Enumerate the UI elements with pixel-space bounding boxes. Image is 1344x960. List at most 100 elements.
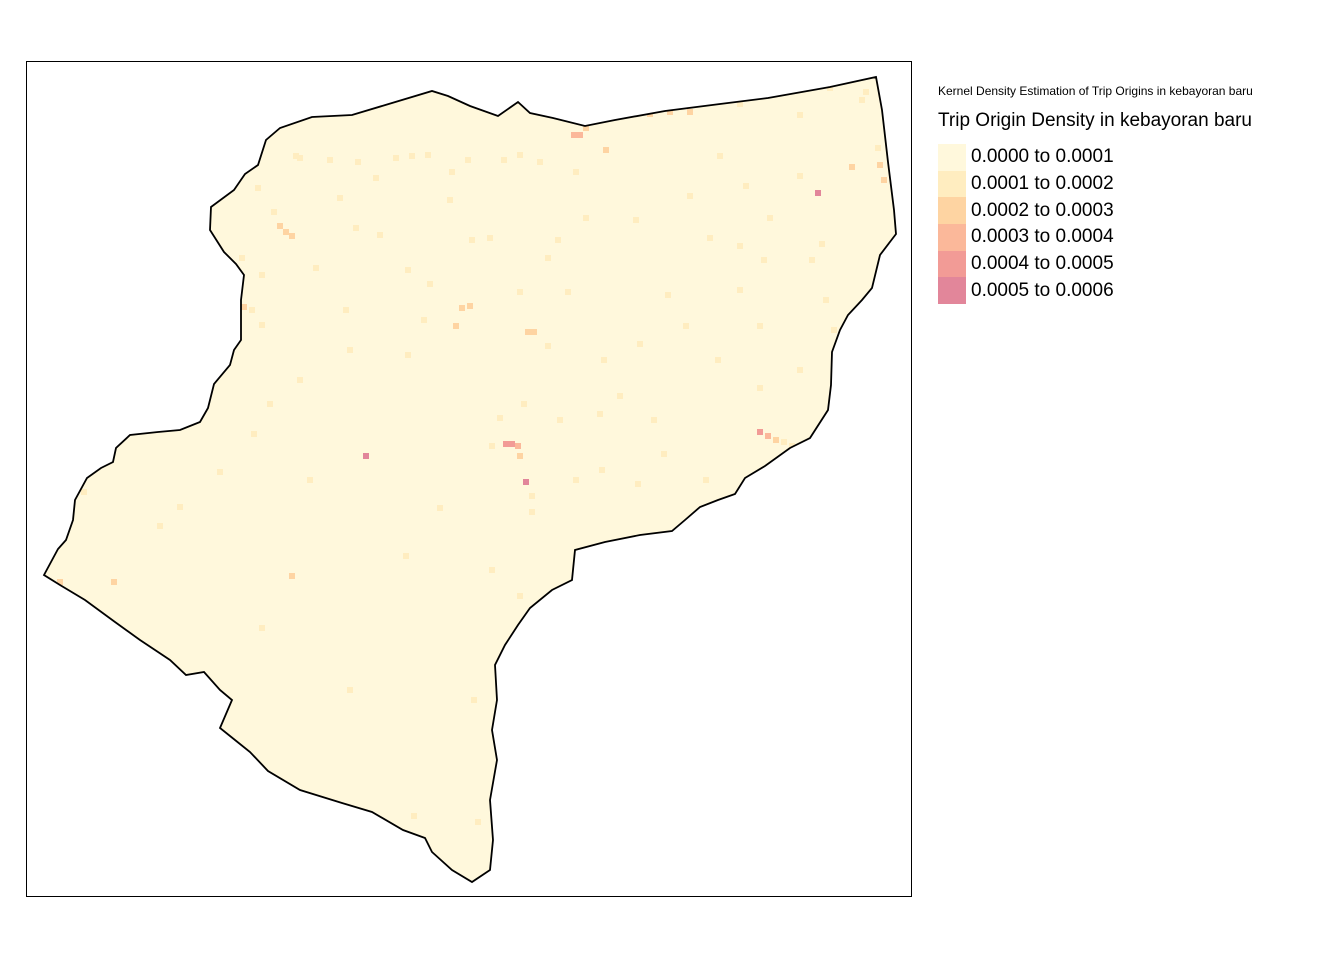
density-cell <box>757 429 763 435</box>
density-cell <box>761 257 767 263</box>
density-cell <box>271 209 277 215</box>
density-cell <box>313 265 319 271</box>
density-cell <box>617 393 623 399</box>
density-cell <box>601 357 607 363</box>
density-cell <box>453 323 459 329</box>
legend-label: 0.0000 to 0.0001 <box>971 146 1114 168</box>
density-cell <box>293 153 299 159</box>
density-cell <box>797 173 803 179</box>
density-cell <box>743 183 749 189</box>
density-cell <box>665 292 671 298</box>
density-cell <box>421 317 427 323</box>
density-cell <box>403 553 409 559</box>
density-cell <box>661 451 667 457</box>
density-cell <box>343 307 349 313</box>
density-cell <box>599 467 605 473</box>
density-cell <box>447 197 453 203</box>
density-cell <box>509 441 515 447</box>
density-cell <box>765 433 771 439</box>
density-cell <box>239 255 245 261</box>
density-cell <box>259 625 265 631</box>
density-cell <box>409 153 415 159</box>
density-cell <box>467 303 473 309</box>
legend-row: 0.0000 to 0.0001 <box>938 143 1253 171</box>
density-cell <box>637 341 643 347</box>
density-cell <box>157 523 163 529</box>
district-area <box>44 77 896 882</box>
density-cell <box>597 411 603 417</box>
density-cell <box>517 453 523 459</box>
legend-row: 0.0003 to 0.0004 <box>938 223 1253 251</box>
density-cell <box>517 152 523 158</box>
legend-label: 0.0004 to 0.0005 <box>971 253 1114 275</box>
density-cell <box>307 477 313 483</box>
legend-label: 0.0002 to 0.0003 <box>971 199 1114 221</box>
map-legend: Kernel Density Estimation of Trip Origin… <box>938 84 1253 305</box>
density-cell <box>489 443 495 449</box>
density-cell <box>521 401 527 407</box>
density-cell <box>881 177 887 183</box>
density-cell <box>487 235 493 241</box>
density-cell <box>583 125 589 131</box>
density-cell <box>531 329 537 335</box>
district-boundary <box>42 75 897 884</box>
density-cell <box>297 377 303 383</box>
density-cell <box>687 193 693 199</box>
density-cell <box>277 223 283 229</box>
density-cell <box>405 352 411 358</box>
density-cell <box>877 162 883 168</box>
legend-row: 0.0001 to 0.0002 <box>938 170 1253 198</box>
density-cell <box>757 385 763 391</box>
density-cell <box>363 453 369 459</box>
density-cell <box>523 479 529 485</box>
density-cell <box>525 329 531 335</box>
legend-swatch <box>938 277 966 305</box>
density-cell <box>545 343 551 349</box>
density-cell <box>347 347 353 353</box>
density-cell <box>577 132 583 138</box>
density-cell <box>373 175 379 181</box>
density-cells <box>57 85 887 825</box>
map-frame <box>26 61 912 897</box>
density-cell <box>651 417 657 423</box>
density-cell <box>267 401 273 407</box>
density-cell <box>863 89 869 95</box>
density-cell <box>683 323 689 329</box>
density-cell <box>809 257 815 263</box>
density-cell <box>425 152 431 158</box>
density-cell <box>289 233 295 239</box>
density-cell <box>347 687 353 693</box>
density-cell <box>703 477 709 483</box>
legend-row: 0.0005 to 0.0006 <box>938 277 1253 305</box>
density-cell <box>797 367 803 373</box>
density-cell <box>737 243 743 249</box>
density-cell <box>823 297 829 303</box>
density-cell <box>283 229 289 235</box>
legend-row: 0.0004 to 0.0005 <box>938 250 1253 278</box>
density-cell <box>449 169 455 175</box>
density-cell <box>515 443 521 449</box>
density-cell <box>667 109 673 115</box>
density-cell <box>177 504 183 510</box>
density-cell <box>355 159 361 165</box>
density-cell <box>427 281 433 287</box>
density-cell <box>687 109 693 115</box>
density-cell <box>707 235 713 241</box>
density-cell <box>57 579 63 585</box>
map-caption: Kernel Density Estimation of Trip Origin… <box>938 84 1253 98</box>
density-cell <box>565 289 571 295</box>
density-cell <box>501 157 507 163</box>
density-cell <box>875 145 881 151</box>
density-cell <box>603 147 609 153</box>
density-cell <box>537 159 543 165</box>
density-cell <box>393 155 399 161</box>
density-cell <box>797 112 803 118</box>
density-cell <box>337 195 343 201</box>
density-cell <box>635 481 641 487</box>
density-cell <box>529 493 535 499</box>
density-cell <box>849 164 855 170</box>
density-cell <box>217 469 223 475</box>
density-cell <box>503 441 509 447</box>
legend-swatch <box>938 250 966 278</box>
